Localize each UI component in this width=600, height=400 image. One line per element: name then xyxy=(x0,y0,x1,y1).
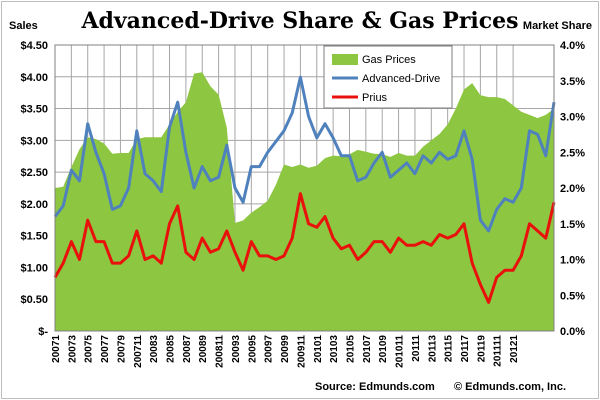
x-tick-label: 20111 xyxy=(411,335,422,362)
x-tick-label: 20079 xyxy=(116,335,127,363)
x-tick-label: 20083 xyxy=(149,335,160,363)
right-tick-label: 0.5% xyxy=(560,290,585,302)
right-tick-label: 3.0% xyxy=(560,112,585,124)
right-tick-label: 3.5% xyxy=(560,76,585,88)
x-tick-label: 20121 xyxy=(509,335,520,363)
x-tick-label: 20103 xyxy=(329,335,340,363)
x-tick-label: 20119 xyxy=(476,335,487,363)
x-tick-label: 20105 xyxy=(345,335,356,363)
left-tick-label: $3.00 xyxy=(20,135,48,147)
legend: Gas Prices Advanced-Drive Prius xyxy=(323,45,453,109)
x-tick-label: 20099 xyxy=(280,335,291,363)
prius-line xyxy=(53,192,556,304)
copyright-note: © Edmunds.com, Inc. xyxy=(454,381,566,393)
x-tick-label: 20071 xyxy=(51,335,62,363)
left-tick-label: $2.50 xyxy=(20,167,48,179)
right-tick-label: 1.5% xyxy=(560,219,585,231)
x-tick-label: 20115 xyxy=(444,335,455,363)
x-tick-label: 201111 xyxy=(493,335,504,367)
x-tick-label: 20109 xyxy=(378,335,389,363)
x-tick-label: 20073 xyxy=(67,335,78,363)
x-tick-label: 201011 xyxy=(395,335,406,368)
x-tick-label: 20095 xyxy=(247,335,258,363)
legend-label-gas: Gas Prices xyxy=(362,54,416,66)
legend-swatch-gas xyxy=(332,54,358,65)
x-tick-label: 20075 xyxy=(84,335,95,363)
left-tick-label: $3.50 xyxy=(20,104,48,116)
right-tick-label: 1.0% xyxy=(560,255,585,267)
plot-border xyxy=(54,44,555,332)
x-tick-label: 20113 xyxy=(427,335,438,363)
advanced-drive-line xyxy=(53,75,556,233)
x-tick-label: 200711 xyxy=(133,335,144,368)
market-share-series xyxy=(53,75,556,304)
x-tick-label: 20097 xyxy=(264,335,275,363)
left-tick-label: $0.50 xyxy=(20,294,48,306)
right-axis-ticks: 4.0% 3.5% 3.0% 2.5% 2.0% 1.5% 1.0% 0.5% 0.0% xyxy=(560,40,585,338)
chart-title: Advanced-Drive Share & Gas Prices xyxy=(80,8,518,34)
x-tick-label: 20089 xyxy=(198,335,209,363)
x-tick-label: 20077 xyxy=(100,335,111,363)
right-axis-label: Market Share xyxy=(523,20,592,32)
source-note: Source: Edmunds.com xyxy=(315,381,435,393)
left-tick-label: $4.00 xyxy=(20,72,48,84)
left-tick-label: $2.00 xyxy=(20,199,48,211)
x-tick-label: 20085 xyxy=(166,335,177,363)
x-tick-label: 20117 xyxy=(460,335,471,363)
left-tick-label: $- xyxy=(38,326,48,338)
right-tick-label: 4.0% xyxy=(560,40,585,52)
legend-label-prius: Prius xyxy=(362,92,388,104)
x-tick-label: 20093 xyxy=(231,335,242,363)
x-tick-label: 20101 xyxy=(313,335,324,363)
left-tick-label: $1.00 xyxy=(20,262,48,274)
right-tick-label: 2.5% xyxy=(560,147,585,159)
right-tick-label: 0.0% xyxy=(560,326,585,338)
gas-prices-area xyxy=(55,72,554,332)
left-axis-ticks: $4.50 $4.00 $3.50 $3.00 $2.50 $2.00 $1.50 $1.00… xyxy=(20,40,48,338)
left-tick-label: $1.50 xyxy=(20,231,48,243)
x-axis-ticks: 20071 20073 20075 20077 20079 200711 20083 2008… xyxy=(51,335,520,368)
x-tick-label: 20087 xyxy=(182,335,193,363)
x-tick-label: 20107 xyxy=(362,335,373,363)
x-tick-label: 200911 xyxy=(296,335,307,368)
left-tick-label: $4.50 xyxy=(20,40,48,52)
legend-label-advanced-drive: Advanced-Drive xyxy=(362,73,440,85)
gas-price-series xyxy=(55,72,554,332)
left-axis-label: Sales xyxy=(9,20,38,32)
right-tick-label: 2.0% xyxy=(560,183,585,195)
x-tick-label: 200811 xyxy=(215,335,226,368)
